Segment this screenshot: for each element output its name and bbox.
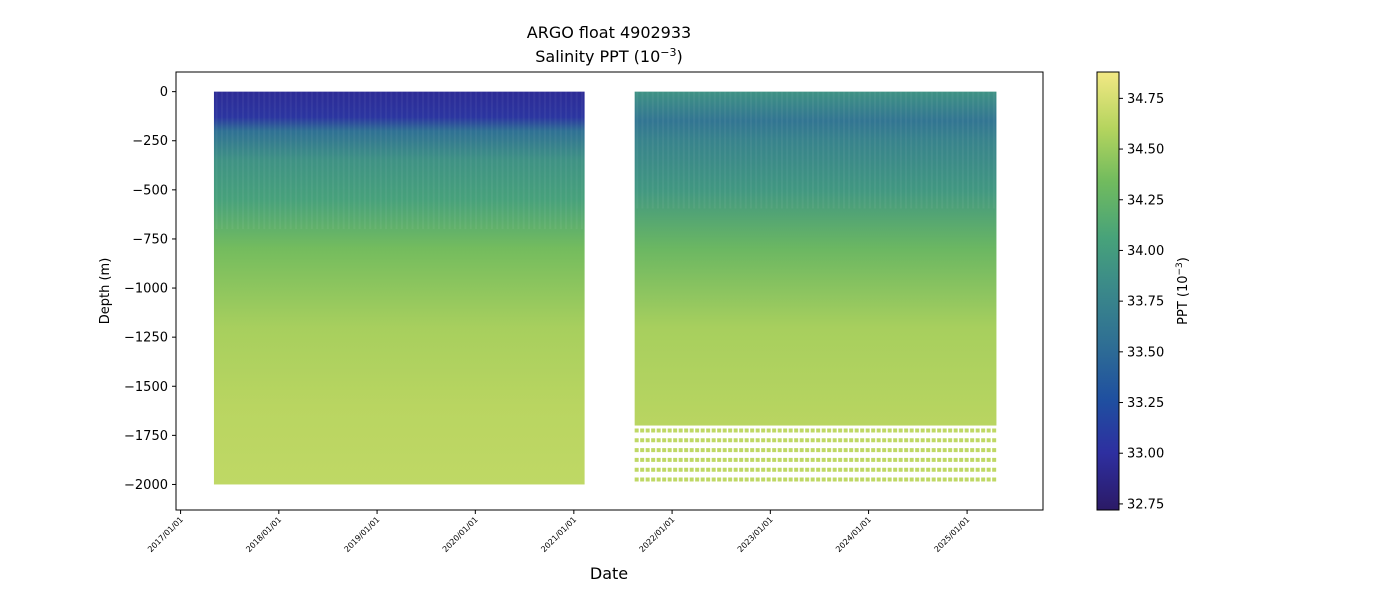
colorbar-label-close: )	[1176, 257, 1191, 262]
x-tick-label: 2020/01/01	[441, 515, 480, 554]
colorbar-tick-label: 33.50	[1127, 345, 1164, 360]
profile-band-2	[634, 91, 997, 426]
y-tick-label: −1750	[124, 429, 168, 444]
x-tick-label: 2024/01/01	[834, 515, 873, 554]
chart-subtitle-base: Salinity PPT (10	[535, 47, 660, 66]
chart-title: ARGO float 4902933	[527, 23, 691, 42]
colorbar-label-base: PPT (10	[1176, 275, 1191, 324]
x-tick-label: 2023/01/01	[736, 515, 775, 554]
y-tick-label: −750	[132, 232, 168, 247]
colorbar-tick-label: 34.50	[1127, 143, 1164, 158]
colorbar-label-exp: −3	[1175, 262, 1185, 275]
x-axis: 2017/01/01 2018/01/01 2019/01/01 2020/01/01…	[146, 510, 972, 554]
x-tick-label: 2022/01/01	[638, 515, 677, 554]
y-tick-label: −1000	[124, 282, 168, 297]
chart-subtitle: Salinity PPT (10−3)	[535, 46, 683, 66]
colorbar	[1096, 71, 1120, 511]
colorbar-label: PPT (10−3)	[1175, 257, 1191, 325]
profile-band-1	[213, 91, 585, 485]
x-axis-label: Date	[590, 564, 628, 583]
x-tick-label: 2019/01/01	[343, 515, 382, 554]
y-tick-label: −250	[132, 134, 168, 149]
x-tick-label: 2017/01/01	[146, 515, 185, 554]
y-tick-label: −500	[132, 183, 168, 198]
chart-subtitle-exp: −3	[660, 46, 676, 59]
y-axis-label: Depth (m)	[98, 258, 113, 325]
plot-frame	[175, 71, 1044, 511]
x-tick-label: 2025/01/01	[933, 515, 972, 554]
colorbar-tick-label: 32.75	[1127, 497, 1164, 512]
colorbar-tick-label: 33.00	[1127, 447, 1164, 462]
y-tick-label: −2000	[124, 478, 168, 493]
y-tick-label: −1250	[124, 331, 168, 346]
colorbar-tick-label: 34.25	[1127, 193, 1164, 208]
plot-marks	[213, 91, 997, 485]
colorbar-tick-label: 33.75	[1127, 295, 1164, 310]
chart-subtitle-close: )	[677, 47, 683, 66]
x-tick-label: 2018/01/01	[244, 515, 283, 554]
colorbar-tick-label: 34.75	[1127, 92, 1164, 107]
y-tick-label: 0	[160, 85, 168, 100]
x-tick-label: 2021/01/01	[539, 515, 578, 554]
y-axis: 0 −250 −500 −750 −1000 −1250 −1500 −1750 −2000	[124, 85, 176, 493]
colorbar-tick-label: 34.00	[1127, 244, 1164, 259]
deep-level-rows	[634, 428, 997, 482]
colorbar-axis: 32.75 33.00 33.25 33.50 33.75 34.00 34.25 34.50…	[1119, 92, 1164, 512]
colorbar-tick-label: 33.25	[1127, 396, 1164, 411]
y-tick-label: −1500	[124, 380, 168, 395]
